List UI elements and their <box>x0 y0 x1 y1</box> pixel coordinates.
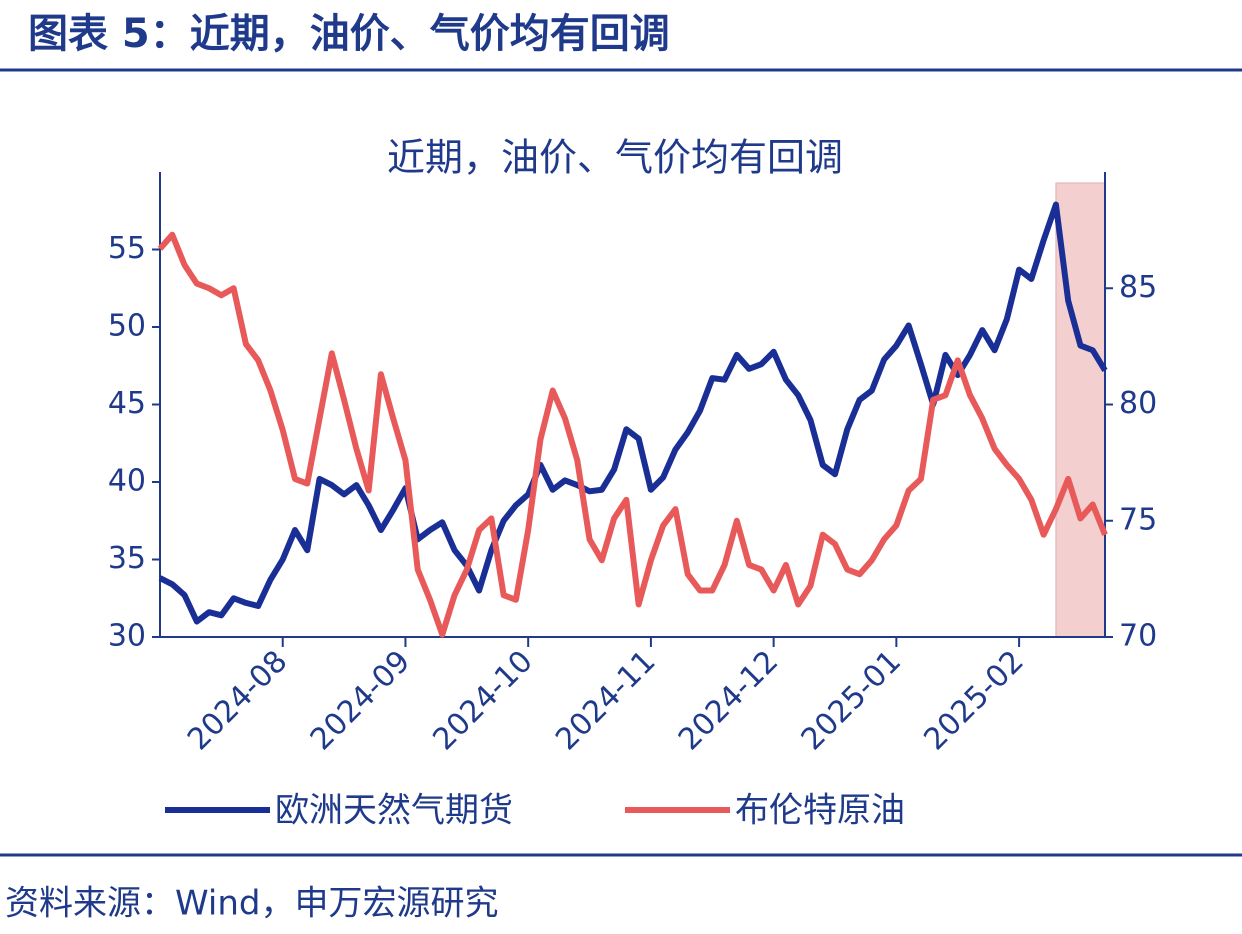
y2-tick-label: 70 <box>1119 619 1157 654</box>
chart-title: 近期，油价、气价均有回调 <box>387 136 843 180</box>
x-tick-label: 2024-12 <box>672 644 785 757</box>
y2-tick-label: 75 <box>1119 502 1157 537</box>
x-tick-label: 2024-08 <box>181 644 294 757</box>
header-title: 图表 5：近期，油价、气价均有回调 <box>28 11 670 57</box>
y2-tick-label: 80 <box>1119 386 1157 421</box>
x-tick-label: 2024-10 <box>426 644 539 757</box>
y-tick-label: 45 <box>108 386 146 421</box>
y-tick-label: 55 <box>108 231 146 266</box>
source-note: 资料来源：Wind，申万宏源研究 <box>5 884 498 924</box>
y2-tick-label: 85 <box>1119 270 1157 305</box>
y-tick-label: 35 <box>108 541 146 576</box>
x-tick-label: 2024-09 <box>304 644 417 757</box>
y-tick-label: 40 <box>108 464 146 499</box>
x-tick-label: 2025-02 <box>917 644 1030 757</box>
y-tick-label: 30 <box>108 619 146 654</box>
series-line <box>158 201 1108 625</box>
series-line <box>157 231 1108 638</box>
legend-label: 布伦特原油 <box>735 791 905 831</box>
x-tick-label: 2025-01 <box>795 644 908 757</box>
x-tick-label: 2024-11 <box>549 644 662 757</box>
y-tick-label: 50 <box>108 309 146 344</box>
legend-label: 欧洲天然气期货 <box>275 791 513 831</box>
